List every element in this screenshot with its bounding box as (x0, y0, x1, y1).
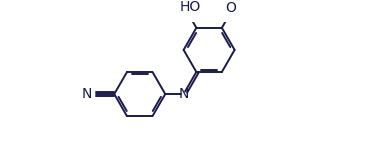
Text: HO: HO (179, 0, 201, 14)
Text: O: O (225, 1, 236, 15)
Text: N: N (82, 87, 92, 101)
Text: N: N (178, 87, 189, 101)
